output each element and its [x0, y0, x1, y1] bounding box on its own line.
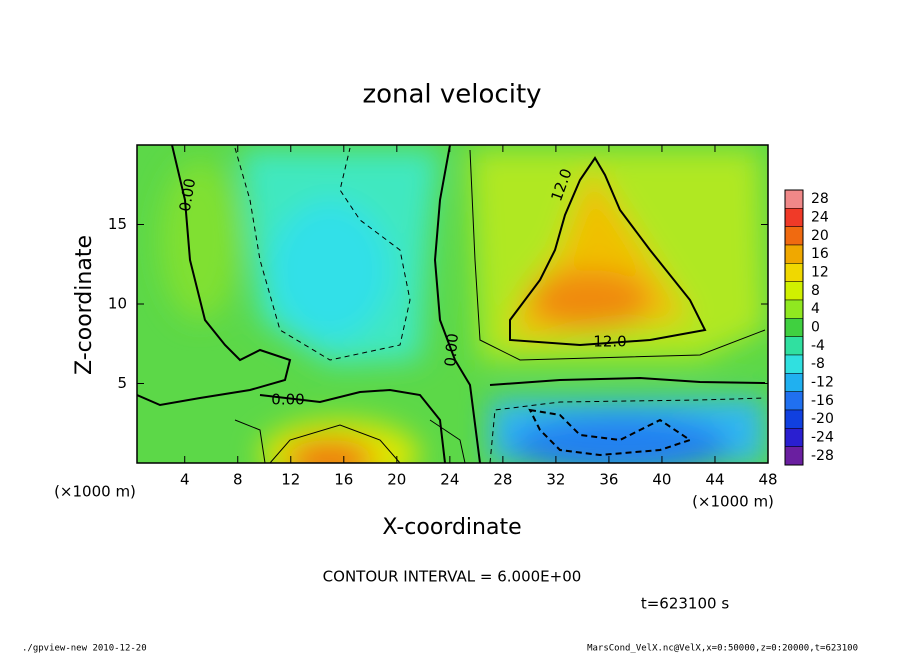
colorbar-segment [784, 354, 804, 374]
footer-right: MarsCond_VelX.nc@VelX,x=0:50000,z=0:2000… [587, 644, 858, 654]
field [137, 145, 768, 463]
chart-title: zonal velocity [362, 80, 541, 110]
time-label: t=623100 s [641, 595, 729, 613]
colorbar-tick-label: -16 [811, 393, 834, 409]
x-unit-right: (×1000 m) [692, 493, 774, 511]
colorbar-tick-label: -28 [811, 448, 834, 464]
colorbar-segment [784, 281, 804, 301]
colorbar-segment [784, 446, 804, 466]
colorbar-segment [784, 391, 804, 411]
contour-interval: CONTOUR INTERVAL = 6.000E+00 [323, 568, 582, 586]
colorbar-segment [784, 263, 804, 282]
x-tick-label: 24 [440, 471, 459, 489]
field-shading [160, 150, 765, 463]
colorbar-segment [784, 208, 804, 227]
contour-label: 0.00 [271, 391, 304, 409]
footer-left: ./gpview-new 2010-12-20 [22, 644, 147, 654]
colorbar-segment [784, 244, 804, 264]
contour-label: 0.00 [441, 333, 462, 368]
colorbar-segment [784, 428, 804, 447]
colorbar-tick-label: -20 [811, 411, 834, 427]
x-tick-label: 28 [493, 471, 512, 489]
colorbar-segment [784, 189, 804, 209]
x-tick-label: 16 [334, 471, 353, 489]
x-tick-label: 12 [281, 471, 300, 489]
colorbar-tick-label: -24 [811, 430, 834, 446]
colorbar-tick-label: -12 [811, 375, 834, 391]
y-tick-label: 15 [108, 215, 127, 233]
colorbar-segment [784, 336, 804, 356]
colorbar-tick-label: 8 [811, 283, 820, 299]
colorbar-tick-label: -8 [811, 356, 825, 372]
x-tick-label: 44 [705, 471, 724, 489]
contour-label: 12.0 [593, 333, 626, 351]
x-tick-label: 48 [758, 471, 777, 489]
colorbar-tick-label: 28 [811, 191, 829, 207]
colorbar-frame [784, 189, 804, 466]
colorbar-tick-label: 20 [811, 228, 829, 244]
colorbar-tick-label: -4 [811, 338, 825, 354]
colorbar-segment [784, 373, 804, 392]
x-tick-label: 32 [546, 471, 565, 489]
contour-lines [137, 145, 766, 463]
x-tick-label: 40 [652, 471, 671, 489]
x-axis-label: X-coordinate [382, 515, 521, 540]
x-tick-label: 20 [387, 471, 406, 489]
colorbar-segment [784, 299, 804, 319]
x-tick-label: 36 [599, 471, 618, 489]
y-tick-label: 10 [108, 295, 127, 313]
x-unit-left: (×1000 m) [54, 483, 136, 501]
colorbar-segment [784, 226, 804, 246]
x-tick-label: 8 [233, 471, 243, 489]
colorbar-segment [784, 409, 804, 429]
colorbar-tick-label: 4 [811, 301, 820, 317]
contour-label: 0.00 [176, 177, 200, 213]
y-tick-label: 5 [117, 374, 127, 392]
y-axis-label: Z-coordinate [72, 235, 97, 375]
colorbar-tick-label: 24 [811, 210, 829, 226]
x-tick-label: 4 [180, 471, 190, 489]
colorbar-tick-label: 12 [811, 265, 829, 281]
colorbar-tick-label: 16 [811, 246, 829, 262]
colorbar-tick-label: 0 [811, 320, 820, 336]
colorbar-segment [784, 318, 804, 337]
